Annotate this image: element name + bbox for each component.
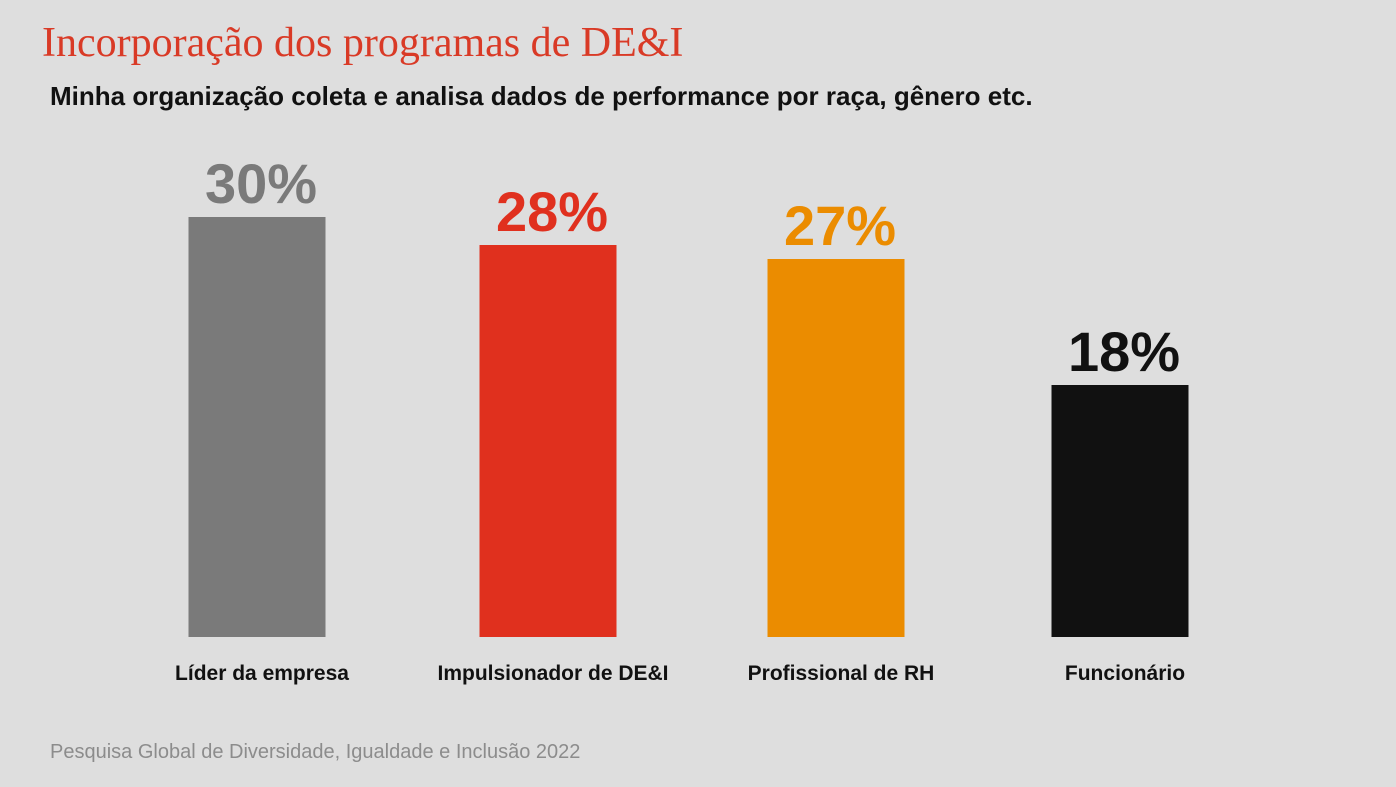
category-label-2: Impulsionador de DE&I — [437, 662, 668, 685]
bar-3 — [767, 259, 905, 637]
chart-title: Incorporação dos programas de DE&I — [42, 20, 684, 66]
chart-subtitle: Minha organização coleta e analisa dados… — [50, 81, 1033, 111]
bar-4 — [1051, 385, 1189, 637]
bar-1 — [188, 217, 326, 637]
category-label-1: Líder da empresa — [175, 662, 349, 685]
category-label-4: Funcionário — [1065, 662, 1185, 685]
value-label-2: 28% — [496, 180, 608, 243]
bar-2 — [479, 245, 617, 637]
source-note: Pesquisa Global de Diversidade, Igualdad… — [50, 741, 581, 763]
value-label-3: 27% — [784, 194, 896, 257]
category-label-3: Profissional de RH — [748, 662, 935, 685]
value-label-1: 30% — [205, 152, 317, 215]
value-label-4: 18% — [1068, 320, 1180, 383]
